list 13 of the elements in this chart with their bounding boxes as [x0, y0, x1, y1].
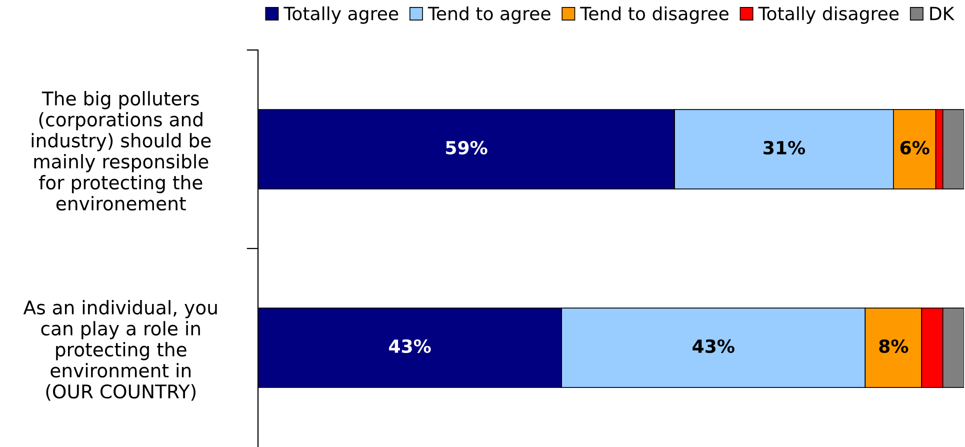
y-tick-label: The big polluters (corporations and industry) should be mainly responsible for protecting the environement — [32, 91, 211, 211]
legend-label: Tend to agree — [428, 6, 550, 24]
legend-label: Tend to disagree — [580, 6, 728, 24]
legend-label: DK — [930, 6, 955, 20]
data-label: 43% — [692, 339, 734, 353]
data-label: 31% — [764, 140, 806, 154]
legend-label: Totally disagree — [758, 6, 899, 24]
data-label: 43% — [389, 339, 431, 353]
data-label: 8% — [879, 339, 908, 353]
y-tick-label: As an individual, you can play a role in protecting the environment in (OUR COUNTRY) — [23, 300, 217, 401]
data-label: 6% — [900, 140, 930, 154]
data-label: 59% — [446, 140, 488, 154]
legend-label: Totally agree — [284, 6, 398, 24]
